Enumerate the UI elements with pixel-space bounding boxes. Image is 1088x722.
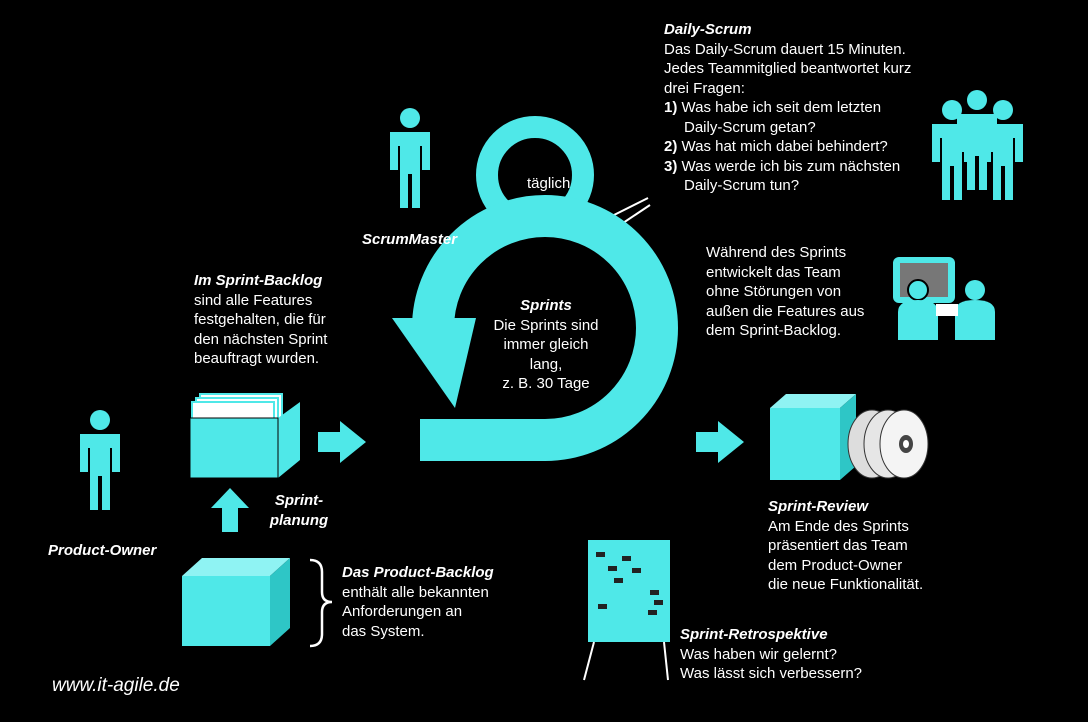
sprint-backlog-line: beauftragt wurden. [194,350,320,367]
daily-scrum-line: Jedes Teammitglied beantwortet kurz [664,60,912,77]
daily-scrum-text: Daily-Scrum Das Daily-Scrum dauert 15 Mi… [664,20,911,196]
question-continuation: Daily-Scrum getan? [684,118,816,136]
team-work-line: Während des Sprints [706,244,847,261]
sprint-review-text: Sprint-Review Am Ende des Sprints präsen… [768,497,923,595]
retrospective-line: Was lässt sich verbessern? [680,665,863,682]
question-number: 1) [664,99,678,116]
sprint-review-product-icon [770,394,929,480]
retrospective-line: Was haben wir gelernt? [680,645,838,663]
question-number: 2) [664,138,678,155]
product-owner-label-text: Product-Owner [48,542,157,559]
product-backlog-brace [309,558,333,648]
scrum-master-label: ScrumMaster [362,230,457,250]
daily-scrum-line: drei Fragen: [664,79,745,97]
sprint-backlog-line: den nächsten Sprint [194,330,328,348]
daily-scrum-question: 2) Was hat mich dabei behindert? [664,137,911,157]
product-owner-label: Product-Owner [48,541,156,561]
sprints-line: lang, [529,355,563,373]
sprints-text: Sprints Die Sprints sind immer gleich la… [470,296,622,394]
planning-up-arrow-icon [211,488,249,532]
sprint-review-line: präsentiert das Team [768,537,908,554]
question-continuation: Daily-Scrum tun? [684,177,800,194]
sprint-planning-line: Sprint- [274,492,324,509]
sprint-planning-label: Sprint- planung [262,491,336,530]
question-number: 3) [664,157,678,175]
daily-loop-label: täglich [527,175,571,192]
daily-scrum-line: Das Daily-Scrum dauert 15 Minuten. [664,40,906,58]
product-backlog-box-icon [182,558,290,646]
question-text: Was habe ich seit dem letzten [681,99,882,116]
sprint-backlog-text: Im Sprint-Backlog sind alle Features fes… [194,271,327,369]
daily-scrum-question: 1) Was habe ich seit dem letzten [664,98,911,118]
sprint-review-line: dem Product-Owner [768,556,903,574]
daily-scrum-title: Daily-Scrum [664,21,752,38]
footer-url: www.it-agile.de [52,675,180,696]
scrum-master-figure [390,108,430,208]
sprint-backlog-line: festgehalten, die für [194,311,326,328]
arrow-to-sprint-icon [318,421,366,463]
developers-computer-icon [893,257,995,340]
sprint-backlog-line: sind alle Features [194,291,313,309]
sprints-line: immer gleich [503,336,589,353]
product-backlog-line: Anforderungen an [342,603,463,620]
scrum-master-label-text: ScrumMaster [362,231,458,248]
question-text: Was werde ich bis zum nächsten [681,157,901,175]
product-owner-figure [80,410,120,510]
sprints-title: Sprints [520,297,572,314]
team-work-line: dem Sprint-Backlog. [706,322,842,339]
product-backlog-text: Das Product-Backlog enthält alle bekannt… [342,563,494,641]
sprint-backlog-title: Im Sprint-Backlog [194,272,323,289]
retrospective-title: Sprint-Retrospektive [680,626,828,643]
arrow-to-review-icon [696,421,744,463]
team-work-line: entwickelt das Team [706,263,841,281]
sprint-backlog-box-icon [189,393,300,479]
daily-scrum-question: 3) Was werde ich bis zum nächsten [664,157,911,177]
retrospective-board-icon [583,540,670,681]
sprint-review-line: die neue Funktionalität. [768,576,924,593]
product-backlog-line: enthält alle bekannten [342,583,489,601]
product-backlog-line: das System. [342,622,425,640]
sprint-review-line: Am Ende des Sprints [768,517,909,535]
team-work-line: ohne Störungen von [706,283,842,300]
sprint-loop-arrow [392,195,678,461]
retrospective-text: Sprint-Retrospektive Was haben wir geler… [680,625,862,684]
sprints-line: Die Sprints sind [493,316,599,334]
sprint-review-title: Sprint-Review [768,498,869,515]
product-backlog-title: Das Product-Backlog [342,564,494,581]
sprint-planning-line: planung [269,511,329,529]
team-work-line: außen die Features aus [706,302,865,320]
sprints-line: z. B. 30 Tage [502,375,590,392]
team-work-text: Während des Sprints entwickelt das Team … [706,243,864,341]
question-text: Was hat mich dabei behindert? [681,138,888,155]
